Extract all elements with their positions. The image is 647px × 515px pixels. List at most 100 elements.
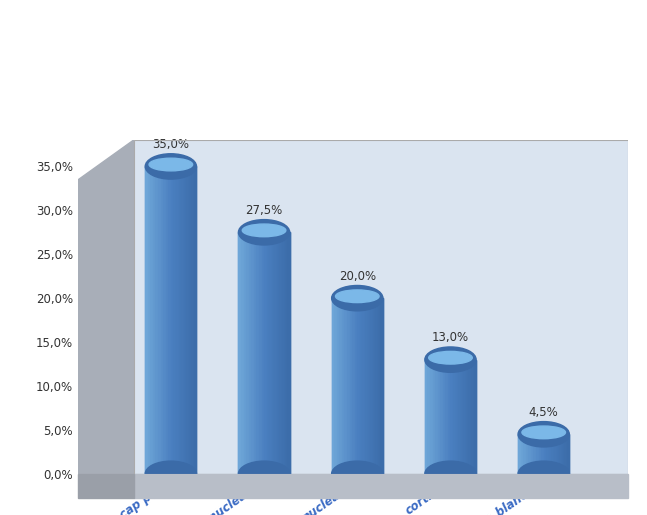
- Bar: [430, 359, 433, 474]
- Bar: [157, 166, 185, 474]
- Bar: [554, 434, 556, 474]
- Bar: [564, 434, 567, 474]
- Bar: [518, 434, 521, 474]
- Bar: [468, 359, 471, 474]
- Bar: [529, 434, 531, 474]
- Bar: [256, 232, 259, 474]
- Bar: [194, 166, 197, 474]
- Bar: [343, 298, 371, 474]
- Bar: [355, 298, 357, 474]
- Bar: [186, 166, 189, 474]
- Bar: [455, 359, 458, 474]
- Bar: [458, 359, 461, 474]
- Bar: [337, 298, 339, 474]
- Polygon shape: [78, 140, 133, 474]
- Bar: [239, 232, 241, 474]
- Bar: [339, 298, 342, 474]
- Bar: [261, 232, 264, 474]
- Ellipse shape: [145, 461, 197, 487]
- Bar: [425, 359, 436, 474]
- Bar: [259, 232, 261, 474]
- Bar: [267, 232, 269, 474]
- Bar: [280, 232, 282, 474]
- Ellipse shape: [425, 461, 476, 487]
- Bar: [349, 298, 352, 474]
- Bar: [150, 166, 153, 474]
- Bar: [153, 166, 155, 474]
- Ellipse shape: [425, 347, 476, 372]
- Bar: [474, 359, 476, 474]
- Bar: [246, 232, 248, 474]
- Bar: [448, 359, 450, 474]
- Bar: [463, 359, 466, 474]
- Bar: [241, 232, 243, 474]
- Bar: [558, 434, 569, 474]
- Bar: [352, 298, 355, 474]
- Bar: [148, 166, 150, 474]
- Ellipse shape: [332, 285, 383, 311]
- Bar: [466, 359, 468, 474]
- Bar: [145, 166, 157, 474]
- Bar: [531, 434, 533, 474]
- Bar: [538, 434, 541, 474]
- Bar: [342, 298, 344, 474]
- Ellipse shape: [239, 461, 290, 487]
- Bar: [347, 298, 349, 474]
- Bar: [158, 166, 160, 474]
- Bar: [521, 434, 523, 474]
- Bar: [334, 298, 337, 474]
- Bar: [543, 434, 546, 474]
- Text: 13,0%: 13,0%: [432, 331, 469, 345]
- Bar: [526, 434, 529, 474]
- Polygon shape: [133, 474, 628, 499]
- Text: 4,5%: 4,5%: [529, 406, 558, 419]
- Bar: [471, 359, 474, 474]
- Bar: [332, 298, 343, 474]
- Bar: [360, 298, 362, 474]
- Bar: [380, 298, 383, 474]
- Bar: [168, 166, 171, 474]
- Ellipse shape: [145, 154, 197, 179]
- Bar: [173, 166, 176, 474]
- Bar: [189, 166, 192, 474]
- Ellipse shape: [429, 351, 472, 364]
- Ellipse shape: [522, 426, 565, 439]
- Bar: [518, 434, 530, 474]
- Bar: [567, 434, 569, 474]
- Ellipse shape: [518, 461, 569, 487]
- Ellipse shape: [518, 422, 569, 447]
- Bar: [185, 166, 197, 474]
- Bar: [160, 166, 163, 474]
- Bar: [269, 232, 272, 474]
- Bar: [274, 232, 277, 474]
- Ellipse shape: [242, 224, 286, 237]
- Bar: [370, 298, 373, 474]
- Bar: [445, 359, 448, 474]
- Bar: [250, 232, 278, 474]
- Bar: [562, 434, 564, 474]
- Bar: [239, 232, 250, 474]
- Bar: [433, 359, 435, 474]
- Text: 27,5%: 27,5%: [245, 204, 283, 217]
- Bar: [362, 298, 365, 474]
- Bar: [378, 298, 380, 474]
- Bar: [365, 298, 367, 474]
- Bar: [155, 166, 158, 474]
- Ellipse shape: [149, 158, 193, 171]
- Bar: [179, 166, 181, 474]
- Bar: [530, 434, 558, 474]
- Bar: [461, 359, 463, 474]
- Bar: [373, 298, 375, 474]
- Bar: [533, 434, 536, 474]
- Bar: [184, 166, 186, 474]
- Ellipse shape: [332, 461, 383, 487]
- Bar: [428, 359, 430, 474]
- Bar: [551, 434, 554, 474]
- Text: 20,0%: 20,0%: [339, 270, 376, 283]
- Bar: [465, 359, 476, 474]
- Bar: [549, 434, 551, 474]
- Bar: [425, 359, 428, 474]
- Bar: [453, 359, 455, 474]
- Polygon shape: [78, 474, 133, 499]
- Bar: [344, 298, 347, 474]
